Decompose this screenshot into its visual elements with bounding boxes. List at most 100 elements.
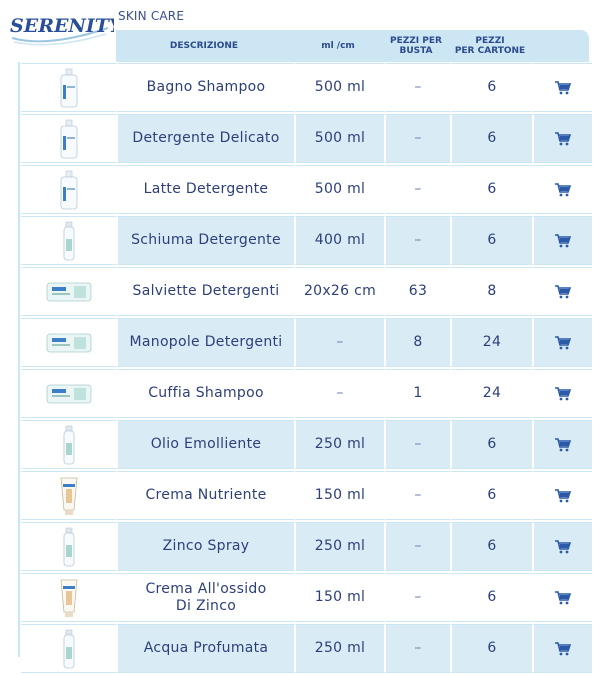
add-to-cart-button[interactable] xyxy=(532,624,592,673)
product-image xyxy=(20,522,116,571)
product-volume: 250 ml xyxy=(294,420,384,469)
product-image xyxy=(20,369,116,418)
pieces-per-carton: 6 xyxy=(450,114,532,163)
add-to-cart-button[interactable] xyxy=(532,369,592,418)
product-volume: 150 ml xyxy=(294,573,384,622)
table-row: Bagno Shampoo 500 ml –6 xyxy=(20,63,592,112)
product-description: Salviette Detergenti xyxy=(116,267,294,316)
cart-icon xyxy=(555,590,571,605)
product-description: Manopole Detergenti xyxy=(116,318,294,367)
pieces-per-bag: – xyxy=(384,114,450,163)
table-header: DESCRIZIONE ml /cm PEZZI PER BUSTA PEZZI P… xyxy=(116,30,589,62)
product-image xyxy=(20,318,116,367)
product-description: Schiuma Detergente xyxy=(116,216,294,265)
add-to-cart-button[interactable] xyxy=(532,267,592,316)
add-to-cart-button[interactable] xyxy=(532,165,592,214)
table-row: Crema Nutriente 150 ml –6 xyxy=(20,471,592,520)
pieces-per-bag: 63 xyxy=(384,267,450,316)
table-row: Schiuma Detergente 400 ml –6 xyxy=(20,216,592,265)
cart-icon xyxy=(555,335,571,350)
product-description: Cuffia Shampoo xyxy=(116,369,294,418)
header-descrizione: DESCRIZIONE xyxy=(169,41,239,51)
pieces-per-carton: 6 xyxy=(450,624,532,673)
pieces-per-bag: – xyxy=(384,165,450,214)
product-description: Olio Emolliente xyxy=(116,420,294,469)
product-description: Crema All'ossido Di Zinco xyxy=(116,573,294,622)
cart-icon xyxy=(555,233,571,248)
table-row: Zinco Spray 250 ml –6 xyxy=(20,522,592,571)
pieces-per-bag: 8 xyxy=(384,318,450,367)
table-row: Detergente Delicato 500 ml –6 xyxy=(20,114,592,163)
add-to-cart-button[interactable] xyxy=(532,471,592,520)
add-to-cart-button[interactable] xyxy=(532,114,592,163)
pieces-per-carton: 6 xyxy=(450,420,532,469)
header-pezzi-busta: PEZZI PER BUSTA xyxy=(390,36,442,56)
header-pezzi-cartone: PEZZI PER CARTONE xyxy=(454,36,526,56)
product-image xyxy=(20,624,116,673)
pieces-per-carton: 6 xyxy=(450,63,532,112)
pieces-per-carton: 8 xyxy=(450,267,532,316)
cart-icon xyxy=(555,182,571,197)
product-description: Bagno Shampoo xyxy=(116,63,294,112)
add-to-cart-button[interactable] xyxy=(532,522,592,571)
product-volume: 500 ml xyxy=(294,114,384,163)
add-to-cart-button[interactable] xyxy=(532,63,592,112)
table-row: Latte Detergente 500 ml –6 xyxy=(20,165,592,214)
product-image xyxy=(20,267,116,316)
product-volume: 250 ml xyxy=(294,624,384,673)
product-volume: – xyxy=(294,318,384,367)
table-row: Crema All'ossido Di Zinco 150 ml –6 xyxy=(20,573,592,622)
pieces-per-bag: – xyxy=(384,420,450,469)
cart-icon xyxy=(555,488,571,503)
product-image xyxy=(20,114,116,163)
product-description: Acqua Profumata xyxy=(116,624,294,673)
add-to-cart-button[interactable] xyxy=(532,216,592,265)
header-ml: ml /cm xyxy=(321,41,355,51)
cart-icon xyxy=(555,284,571,299)
product-image xyxy=(20,573,116,622)
pieces-per-bag: – xyxy=(384,624,450,673)
product-description: Latte Detergente xyxy=(116,165,294,214)
product-volume: 400 ml xyxy=(294,216,384,265)
product-image xyxy=(20,165,116,214)
pieces-per-carton: 6 xyxy=(450,165,532,214)
product-volume: 150 ml xyxy=(294,471,384,520)
svg-text:SERENITY: SERENITY xyxy=(10,15,114,37)
product-image xyxy=(20,420,116,469)
table-row: Olio Emolliente 250 ml –6 xyxy=(20,420,592,469)
serenity-logo: SERENITY xyxy=(8,8,114,48)
add-to-cart-button[interactable] xyxy=(532,420,592,469)
table-frame xyxy=(18,62,20,657)
pieces-per-bag: – xyxy=(384,522,450,571)
cart-icon xyxy=(555,386,571,401)
pieces-per-bag: – xyxy=(384,63,450,112)
product-volume: – xyxy=(294,369,384,418)
pieces-per-carton: 6 xyxy=(450,522,532,571)
table-row: Manopole Detergenti –8 24 xyxy=(20,318,592,367)
section-title: SKIN CARE xyxy=(118,9,185,23)
product-description: Crema Nutriente xyxy=(116,471,294,520)
cart-icon xyxy=(555,641,571,656)
pieces-per-carton: 6 xyxy=(450,573,532,622)
product-table: Bagno Shampoo 500 ml –6 Detergente Delicato… xyxy=(20,63,592,675)
table-row: Acqua Profumata 250 ml –6 xyxy=(20,624,592,673)
pieces-per-bag: – xyxy=(384,471,450,520)
product-description: Zinco Spray xyxy=(116,522,294,571)
product-image xyxy=(20,216,116,265)
product-description: Detergente Delicato xyxy=(116,114,294,163)
pieces-per-carton: 24 xyxy=(450,369,532,418)
pieces-per-bag: – xyxy=(384,573,450,622)
product-volume: 500 ml xyxy=(294,165,384,214)
cart-icon xyxy=(555,539,571,554)
pieces-per-carton: 6 xyxy=(450,216,532,265)
cart-icon xyxy=(555,80,571,95)
product-volume: 20x26 cm xyxy=(294,267,384,316)
add-to-cart-button[interactable] xyxy=(532,573,592,622)
product-image xyxy=(20,471,116,520)
pieces-per-carton: 6 xyxy=(450,471,532,520)
add-to-cart-button[interactable] xyxy=(532,318,592,367)
pieces-per-carton: 24 xyxy=(450,318,532,367)
product-image xyxy=(20,63,116,112)
pieces-per-bag: 1 xyxy=(384,369,450,418)
pieces-per-bag: – xyxy=(384,216,450,265)
